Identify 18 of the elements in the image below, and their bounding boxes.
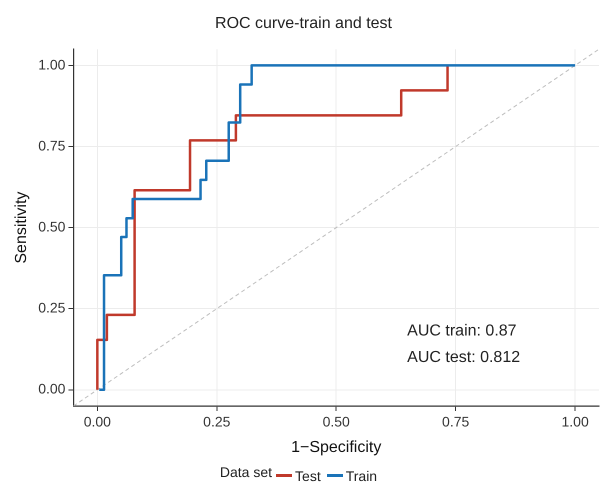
legend-label: Test <box>295 468 321 484</box>
x-tick-label: 0.75 <box>442 413 470 430</box>
y-axis-title: Sensitivity <box>13 192 30 264</box>
legend-title: Data set <box>220 464 272 480</box>
x-tick-label: 1.00 <box>561 413 589 430</box>
legend-label: Train <box>346 468 378 484</box>
x-axis-title: 1−Specificity <box>291 438 382 456</box>
x-tick-label: 0.00 <box>84 413 112 430</box>
x-tick-label: 0.50 <box>322 413 350 430</box>
y-tick-label: 0.75 <box>38 137 66 154</box>
annotation: AUC test: 0.812 <box>407 349 520 366</box>
y-tick-label: 0.50 <box>38 218 66 234</box>
y-tick-label: 1.00 <box>38 56 66 72</box>
chart-title: ROC curve-train and test <box>215 15 393 32</box>
y-tick-label: 0.00 <box>38 380 66 397</box>
annotation: AUC train: 0.87 <box>407 322 517 340</box>
y-tick-label: 0.25 <box>38 300 66 316</box>
x-tick-label: 0.25 <box>203 413 231 430</box>
